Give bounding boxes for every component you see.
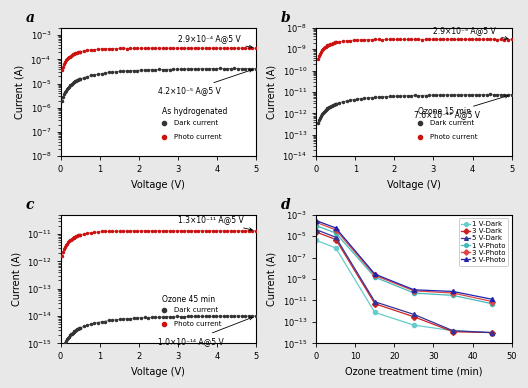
Y-axis label: Current (A): Current (A) bbox=[15, 65, 25, 119]
Y-axis label: Current (A): Current (A) bbox=[267, 252, 277, 306]
1 V-Photo bbox=[313, 223, 319, 228]
5 V-Photo bbox=[333, 226, 339, 230]
3 V-Dark bbox=[372, 301, 378, 306]
Y-axis label: Current (A): Current (A) bbox=[11, 252, 21, 306]
1 V-Dark bbox=[450, 328, 456, 333]
1 V-Photo bbox=[411, 291, 417, 295]
Text: b: b bbox=[281, 11, 291, 25]
5 V-Photo bbox=[313, 218, 319, 223]
Text: d: d bbox=[281, 198, 291, 212]
5 V-Dark bbox=[489, 330, 495, 335]
Text: Dark current: Dark current bbox=[430, 120, 474, 126]
Line: 3 V-Photo: 3 V-Photo bbox=[314, 220, 494, 304]
5 V-Photo bbox=[372, 272, 378, 277]
5 V-Dark bbox=[450, 328, 456, 333]
5 V-Dark bbox=[372, 300, 378, 304]
Legend: 1 V-Dark, 3 V-Dark, 5 V-Dark, 1 V-Photo, 3 V-Photo, 5 V-Photo: 1 V-Dark, 3 V-Dark, 5 V-Dark, 1 V-Photo,… bbox=[459, 218, 508, 265]
5 V-Dark bbox=[411, 312, 417, 317]
5 V-Photo bbox=[450, 289, 456, 294]
3 V-Photo bbox=[450, 291, 456, 295]
3 V-Dark bbox=[489, 330, 495, 335]
Text: Dark current: Dark current bbox=[174, 307, 218, 313]
Y-axis label: Current (A): Current (A) bbox=[267, 65, 277, 119]
Text: c: c bbox=[25, 198, 34, 212]
1 V-Dark bbox=[489, 330, 495, 335]
5 V-Photo bbox=[411, 288, 417, 292]
3 V-Photo bbox=[333, 227, 339, 232]
1 V-Photo bbox=[333, 231, 339, 236]
Line: 1 V-Dark: 1 V-Dark bbox=[314, 238, 494, 335]
Text: 1.3×10⁻¹¹ A@5 V: 1.3×10⁻¹¹ A@5 V bbox=[178, 215, 252, 231]
3 V-Photo bbox=[313, 220, 319, 225]
Text: 2.9×10⁻⁹ A@5 V: 2.9×10⁻⁹ A@5 V bbox=[433, 26, 508, 40]
X-axis label: Voltage (V): Voltage (V) bbox=[131, 180, 185, 190]
X-axis label: Voltage (V): Voltage (V) bbox=[131, 367, 185, 377]
Text: Ozone 45 min: Ozone 45 min bbox=[162, 294, 215, 303]
5 V-Dark bbox=[333, 235, 339, 240]
3 V-Dark bbox=[450, 329, 456, 334]
1 V-Dark bbox=[411, 323, 417, 327]
3 V-Photo bbox=[411, 289, 417, 293]
Text: Photo current: Photo current bbox=[174, 321, 221, 327]
5 V-Photo bbox=[489, 297, 495, 301]
X-axis label: Voltage (V): Voltage (V) bbox=[387, 180, 441, 190]
Text: 1.0×10⁻¹⁴ A@5 V: 1.0×10⁻¹⁴ A@5 V bbox=[158, 317, 252, 346]
3 V-Dark bbox=[333, 237, 339, 242]
X-axis label: Ozone treatment time (min): Ozone treatment time (min) bbox=[345, 367, 483, 377]
Text: a: a bbox=[25, 11, 34, 25]
Text: Dark current: Dark current bbox=[174, 120, 218, 126]
1 V-Dark bbox=[313, 238, 319, 242]
3 V-Dark bbox=[313, 230, 319, 234]
Text: Photo current: Photo current bbox=[174, 134, 221, 140]
Text: Photo current: Photo current bbox=[430, 134, 477, 140]
Line: 5 V-Photo: 5 V-Photo bbox=[314, 218, 494, 301]
1 V-Photo bbox=[372, 275, 378, 279]
Text: 2.9×10⁻⁴ A@5 V: 2.9×10⁻⁴ A@5 V bbox=[178, 34, 252, 48]
Text: 7.6×10⁻¹² A@5 V: 7.6×10⁻¹² A@5 V bbox=[414, 95, 508, 119]
Line: 1 V-Photo: 1 V-Photo bbox=[314, 223, 494, 306]
Text: As hydrogenated: As hydrogenated bbox=[162, 107, 228, 116]
1 V-Photo bbox=[489, 301, 495, 306]
Line: 5 V-Dark: 5 V-Dark bbox=[314, 227, 494, 335]
1 V-Dark bbox=[333, 246, 339, 250]
3 V-Dark bbox=[411, 314, 417, 319]
5 V-Dark bbox=[313, 227, 319, 232]
3 V-Photo bbox=[372, 273, 378, 278]
Text: Ozone 15 min: Ozone 15 min bbox=[418, 107, 471, 116]
Line: 3 V-Dark: 3 V-Dark bbox=[314, 230, 494, 335]
3 V-Photo bbox=[489, 299, 495, 304]
1 V-Photo bbox=[450, 293, 456, 298]
1 V-Dark bbox=[372, 310, 378, 315]
Text: 4.2×10⁻⁵ A@5 V: 4.2×10⁻⁵ A@5 V bbox=[158, 69, 252, 95]
